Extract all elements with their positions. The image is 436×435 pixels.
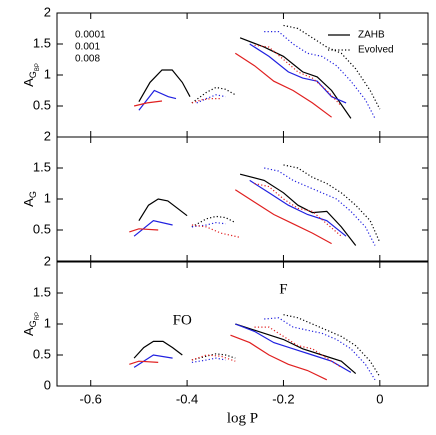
series-line	[133, 323, 352, 373]
series-line	[196, 31, 376, 119]
y-axis-label: AGBP	[21, 63, 40, 87]
y-label-main: A	[21, 78, 36, 87]
y-tick-label: 2	[44, 253, 51, 268]
x-tick-label: -0.4	[176, 391, 198, 406]
x-axis-label: log P	[227, 410, 258, 426]
legend-label: 0.008	[75, 54, 100, 65]
y-axis-label: AG	[21, 191, 38, 207]
annotation: FO	[173, 312, 192, 328]
series-line	[133, 52, 332, 118]
series-line	[191, 167, 376, 246]
legend-label: ZAHB	[358, 30, 385, 41]
y-tick-label: 2	[44, 128, 51, 143]
series-line	[138, 43, 347, 111]
y-tick-label: 1.5	[33, 159, 51, 174]
series-line	[138, 173, 357, 246]
series-line	[129, 189, 332, 245]
y-tick-label: 0.5	[33, 346, 51, 361]
y-tick-label: 0	[44, 377, 51, 392]
y-tick-label: 2	[44, 4, 51, 19]
x-tick-label: -0.2	[272, 391, 294, 406]
y-tick-label: 1	[44, 190, 51, 205]
y-label-main: A	[21, 198, 36, 207]
y-label-main: A	[21, 327, 36, 336]
y-tick-label: 0.5	[33, 221, 51, 236]
series-line	[191, 164, 381, 243]
series-line	[191, 24, 381, 110]
y-label-sub: G	[28, 191, 38, 198]
series-line	[191, 317, 376, 381]
series-line	[138, 37, 352, 119]
legend-label: Evolved	[358, 45, 394, 56]
x-tick-label: 0	[376, 391, 383, 406]
y-label-sub: G	[28, 320, 38, 327]
y-label-subsub: RP	[35, 312, 41, 320]
legend-label: 0.0001	[75, 30, 106, 41]
series-line	[133, 179, 347, 237]
series-line	[191, 44, 342, 107]
annotation: F	[279, 281, 287, 297]
series-line	[191, 326, 342, 368]
y-tick-label: 1	[44, 315, 51, 330]
series-line	[129, 334, 328, 381]
y-label-subsub: BP	[35, 63, 41, 71]
panel-frame	[56, 136, 429, 262]
x-tick-label: -0.6	[80, 391, 102, 406]
y-tick-label: 1.5	[33, 35, 51, 50]
series-line	[133, 323, 357, 375]
y-tick-label: 1	[44, 66, 51, 81]
y-label-sub: G	[28, 71, 38, 78]
panel-frame	[56, 261, 429, 387]
y-tick-label: 1.5	[33, 284, 51, 299]
y-tick-label: 0.5	[33, 97, 51, 112]
series-line	[191, 314, 381, 378]
legend-label: 0.001	[75, 42, 100, 53]
series-line	[191, 182, 342, 238]
y-axis-label: AGRP	[21, 312, 40, 336]
